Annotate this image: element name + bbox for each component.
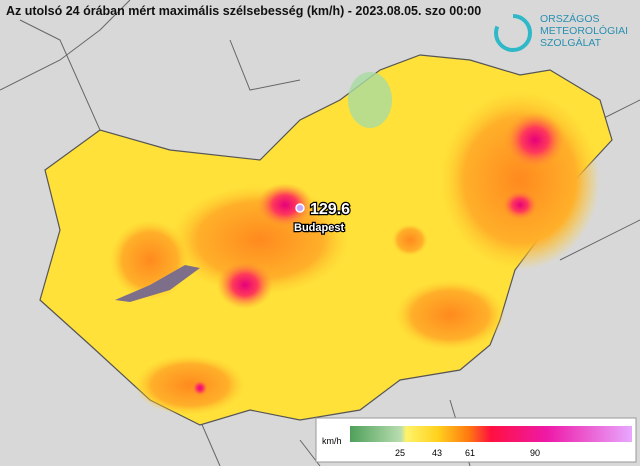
logo-line: ORSZÁGOS xyxy=(540,12,600,25)
legend-tick: 25 xyxy=(395,448,405,458)
station-name: Budapest xyxy=(294,222,344,234)
legend-unit: km/h xyxy=(322,436,342,446)
map-title: Az utolsó 24 órában mért maximális széls… xyxy=(6,4,481,18)
station-marker xyxy=(295,203,305,213)
legend-bar xyxy=(350,426,632,442)
wind-field xyxy=(110,72,600,415)
logo: ORSZÁGOS METEOROLÓGIAI SZOLGÁLAT xyxy=(494,12,628,52)
logo-line: SZOLGÁLAT xyxy=(540,36,602,49)
logo-line: METEOROLÓGIAI xyxy=(540,24,628,37)
legend-tick: 90 xyxy=(530,448,540,458)
legend: km/h 25 43 61 90 xyxy=(315,417,637,463)
legend-tick: 43 xyxy=(432,448,442,458)
legend-tick: 61 xyxy=(465,448,475,458)
station-value: 129.6 xyxy=(310,201,350,218)
